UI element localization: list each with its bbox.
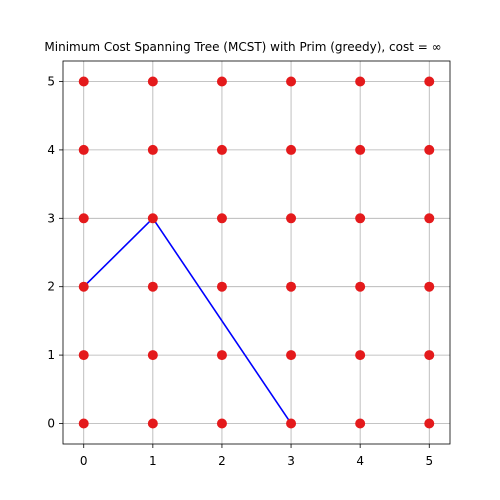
point-5-0: [424, 418, 435, 429]
point-4-5: [355, 76, 366, 87]
point-3-0: [286, 418, 297, 429]
point-2-3: [216, 213, 227, 224]
point-1-0: [147, 418, 158, 429]
point-3-4: [286, 144, 297, 155]
x-tick-label-3: 3: [287, 454, 295, 468]
x-tick-label-2: 2: [218, 454, 226, 468]
point-3-1: [286, 350, 297, 361]
point-1-3: [147, 213, 158, 224]
chart-title: Minimum Cost Spanning Tree (MCST) with P…: [44, 40, 441, 54]
point-0-5: [78, 76, 89, 87]
spanning-tree-edges: [83, 217, 292, 424]
y-tick-label-2: 2: [47, 280, 55, 294]
y-tick-label-3: 3: [47, 211, 55, 225]
tree-edge-0: [83, 217, 154, 288]
point-0-2: [78, 281, 89, 292]
point-5-5: [424, 76, 435, 87]
point-0-3: [78, 213, 89, 224]
point-2-2: [216, 281, 227, 292]
point-3-2: [286, 281, 297, 292]
y-axis-ticks: 0 1 2 3 4 5: [47, 75, 63, 430]
y-tick-label-1: 1: [47, 348, 55, 362]
grid-points: [78, 76, 435, 429]
point-1-5: [147, 76, 158, 87]
point-4-0: [355, 418, 366, 429]
point-2-0: [216, 418, 227, 429]
x-tick-label-0: 0: [80, 454, 88, 468]
y-tick-label-0: 0: [47, 416, 55, 430]
point-2-1: [216, 350, 227, 361]
x-tick-label-1: 1: [149, 454, 157, 468]
point-1-4: [147, 144, 158, 155]
point-5-3: [424, 213, 435, 224]
tree-edge-1: [152, 217, 292, 424]
point-3-5: [286, 76, 297, 87]
grid: [63, 61, 450, 444]
y-tick-label-5: 5: [47, 75, 55, 89]
point-1-1: [147, 350, 158, 361]
x-tick-label-5: 5: [425, 454, 433, 468]
point-5-2: [424, 281, 435, 292]
y-tick-label-4: 4: [47, 143, 55, 157]
point-1-2: [147, 281, 158, 292]
x-tick-label-4: 4: [356, 454, 364, 468]
point-4-3: [355, 213, 366, 224]
point-5-4: [424, 144, 435, 155]
point-4-2: [355, 281, 366, 292]
point-4-1: [355, 350, 366, 361]
point-0-1: [78, 350, 89, 361]
point-2-4: [216, 144, 227, 155]
plot-area-frame: [62, 60, 451, 445]
point-2-5: [216, 76, 227, 87]
point-4-4: [355, 144, 366, 155]
point-5-1: [424, 350, 435, 361]
point-3-3: [286, 213, 297, 224]
point-0-0: [78, 418, 89, 429]
x-axis-ticks: 0 1 2 3 4 5: [80, 444, 433, 468]
point-0-4: [78, 144, 89, 155]
